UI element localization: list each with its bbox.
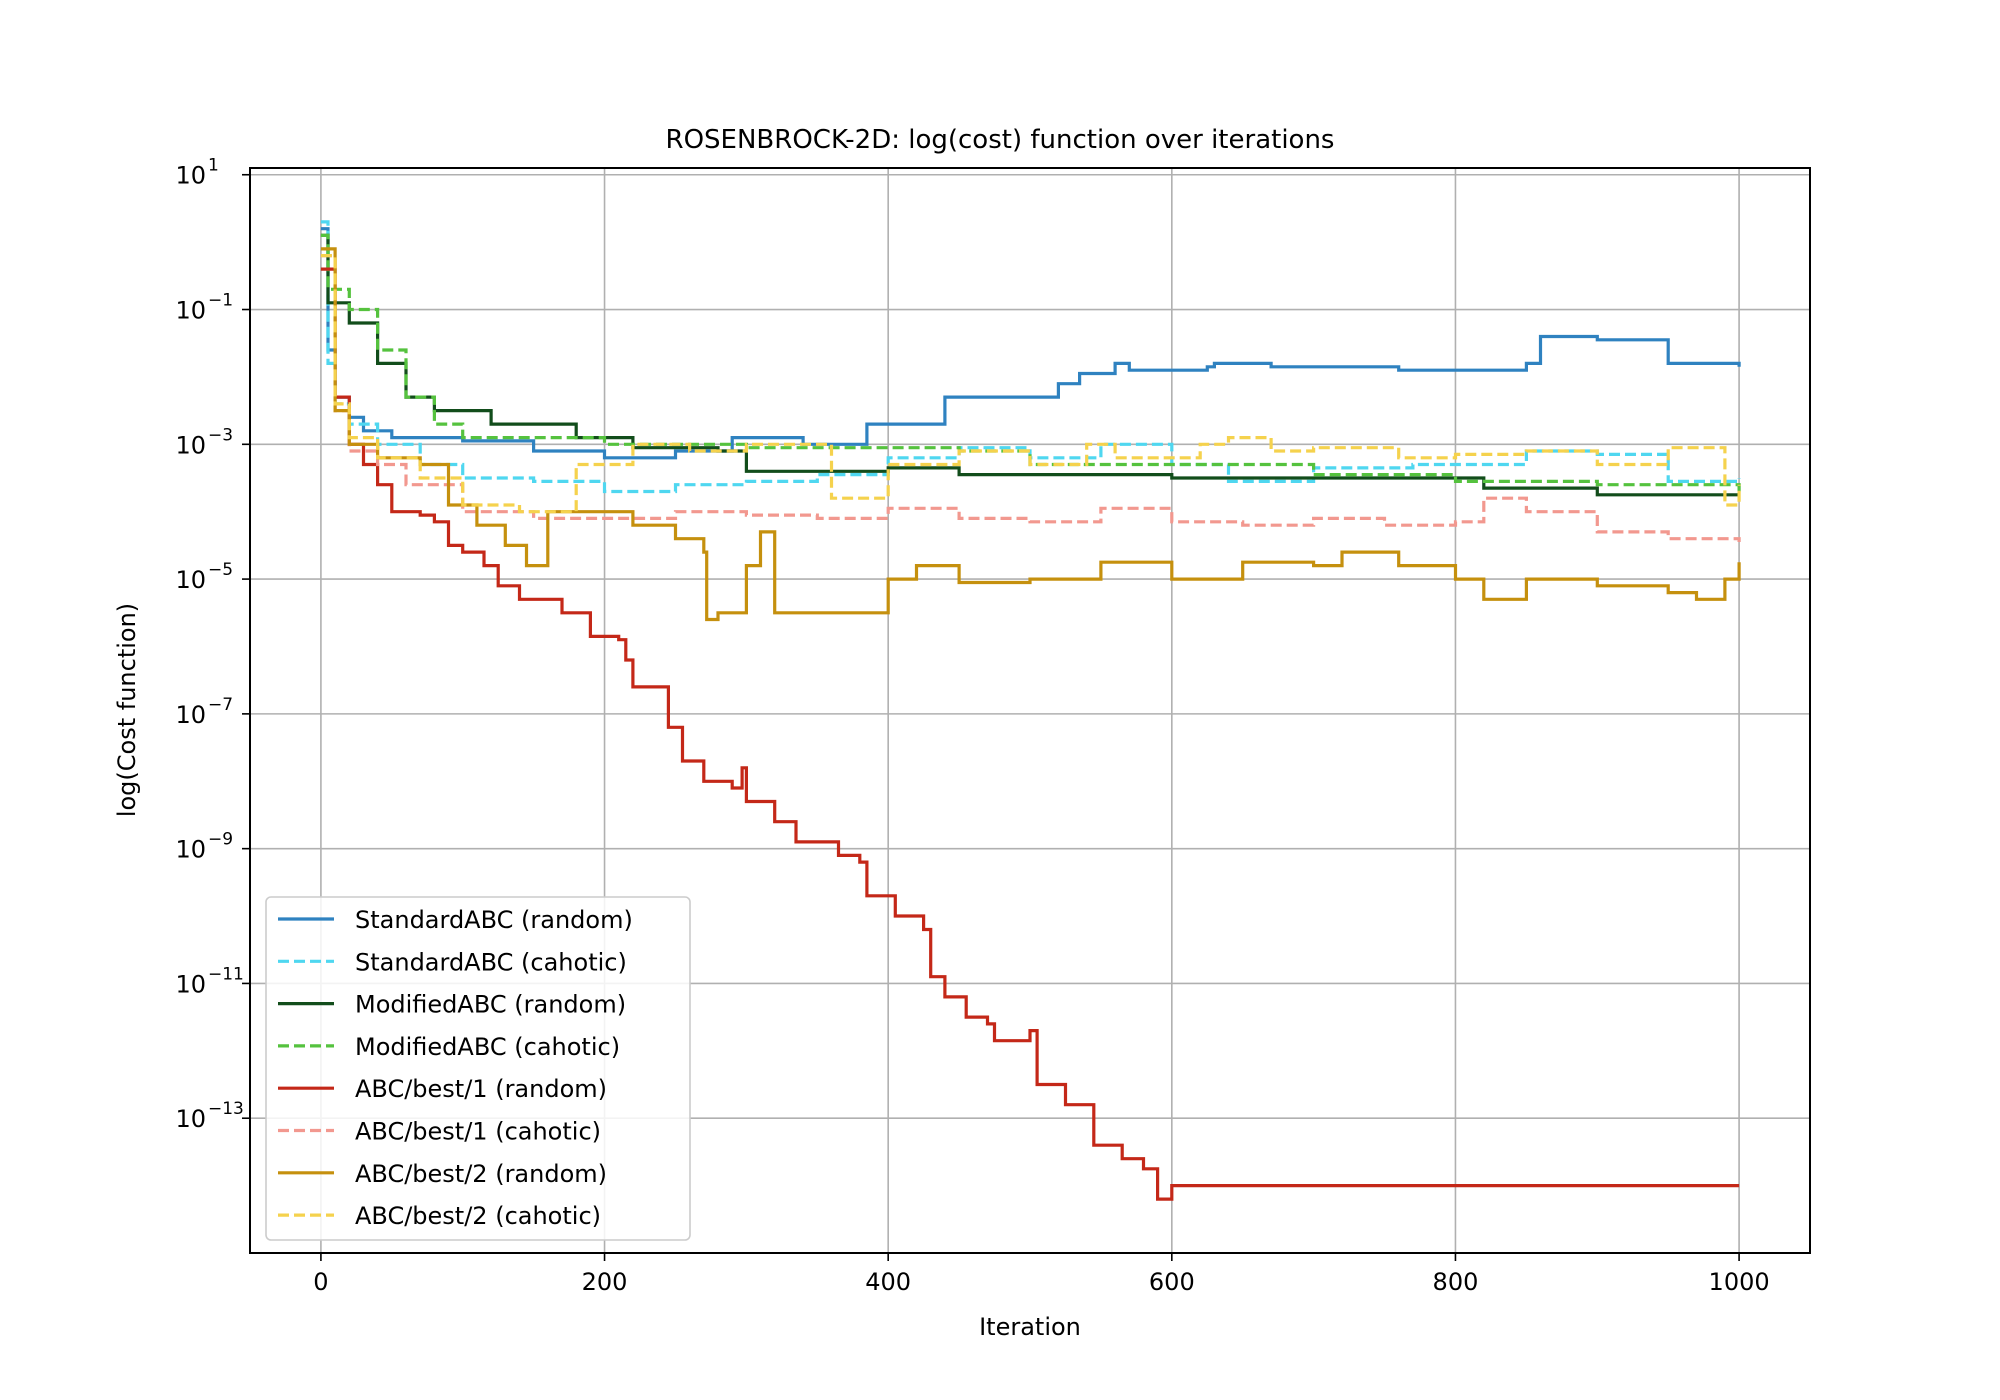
x-tick-label: 200 bbox=[582, 1268, 628, 1296]
series-line bbox=[320, 254, 1741, 542]
legend-box bbox=[265, 896, 691, 1241]
legend-label: ABC/best/1 (random) bbox=[355, 1075, 607, 1103]
plot-frame bbox=[249, 167, 1811, 1254]
y-axis-label: log(Cost function) bbox=[113, 603, 141, 817]
series-line bbox=[320, 254, 1741, 514]
y-tick-exponent: 1 bbox=[208, 156, 219, 176]
y-tick-exponent: −3 bbox=[208, 425, 233, 445]
x-tick-label: 400 bbox=[865, 1268, 911, 1296]
chart-title: ROSENBROCK-2D: log(cost) function over i… bbox=[666, 125, 1335, 155]
legend-label: StandardABC (cahotic) bbox=[355, 948, 627, 976]
series-line bbox=[320, 227, 1741, 460]
series-line bbox=[320, 247, 1741, 622]
legend-label: ModifiedABC (cahotic) bbox=[355, 1033, 620, 1061]
legend-label: StandardABC (random) bbox=[355, 906, 633, 934]
y-tick-exponent: −7 bbox=[208, 695, 233, 715]
series-line bbox=[320, 233, 1741, 492]
y-tick-label: 10 bbox=[175, 297, 206, 325]
y-tick-label: 10 bbox=[175, 162, 206, 190]
y-tick-label: 10 bbox=[175, 836, 206, 864]
y-tick-label: 10 bbox=[175, 431, 206, 459]
x-tick-label: 800 bbox=[1433, 1268, 1479, 1296]
plot-series bbox=[320, 220, 1741, 1201]
y-tick-label: 10 bbox=[175, 970, 206, 998]
y-tick-exponent: −5 bbox=[208, 560, 233, 580]
y-tick-label: 10 bbox=[175, 1105, 206, 1133]
y-tick-exponent: −9 bbox=[208, 830, 233, 850]
x-axis-label: Iteration bbox=[979, 1313, 1081, 1341]
legend-label: ABC/best/2 (cahotic) bbox=[355, 1202, 601, 1230]
legend-label: ABC/best/1 (cahotic) bbox=[355, 1118, 601, 1146]
y-tick-exponent: −13 bbox=[208, 1099, 244, 1119]
x-tick-label: 0 bbox=[313, 1268, 328, 1296]
x-tick-label: 1000 bbox=[1709, 1268, 1770, 1296]
y-tick-label: 10 bbox=[175, 566, 206, 594]
y-tick-exponent: −1 bbox=[208, 291, 233, 311]
legend-label: ABC/best/2 (random) bbox=[355, 1160, 607, 1188]
series-line bbox=[320, 267, 1740, 1201]
legend-label: ModifiedABC (random) bbox=[355, 991, 626, 1019]
x-tick-label: 600 bbox=[1149, 1268, 1195, 1296]
y-tick-label: 10 bbox=[175, 701, 206, 729]
legend: StandardABC (random) StandardABC (cahotic… bbox=[265, 896, 691, 1241]
y-tick-exponent: −11 bbox=[208, 964, 244, 984]
x-axis-ticks: 0 200 400 600 800 1000 bbox=[313, 1253, 1770, 1296]
